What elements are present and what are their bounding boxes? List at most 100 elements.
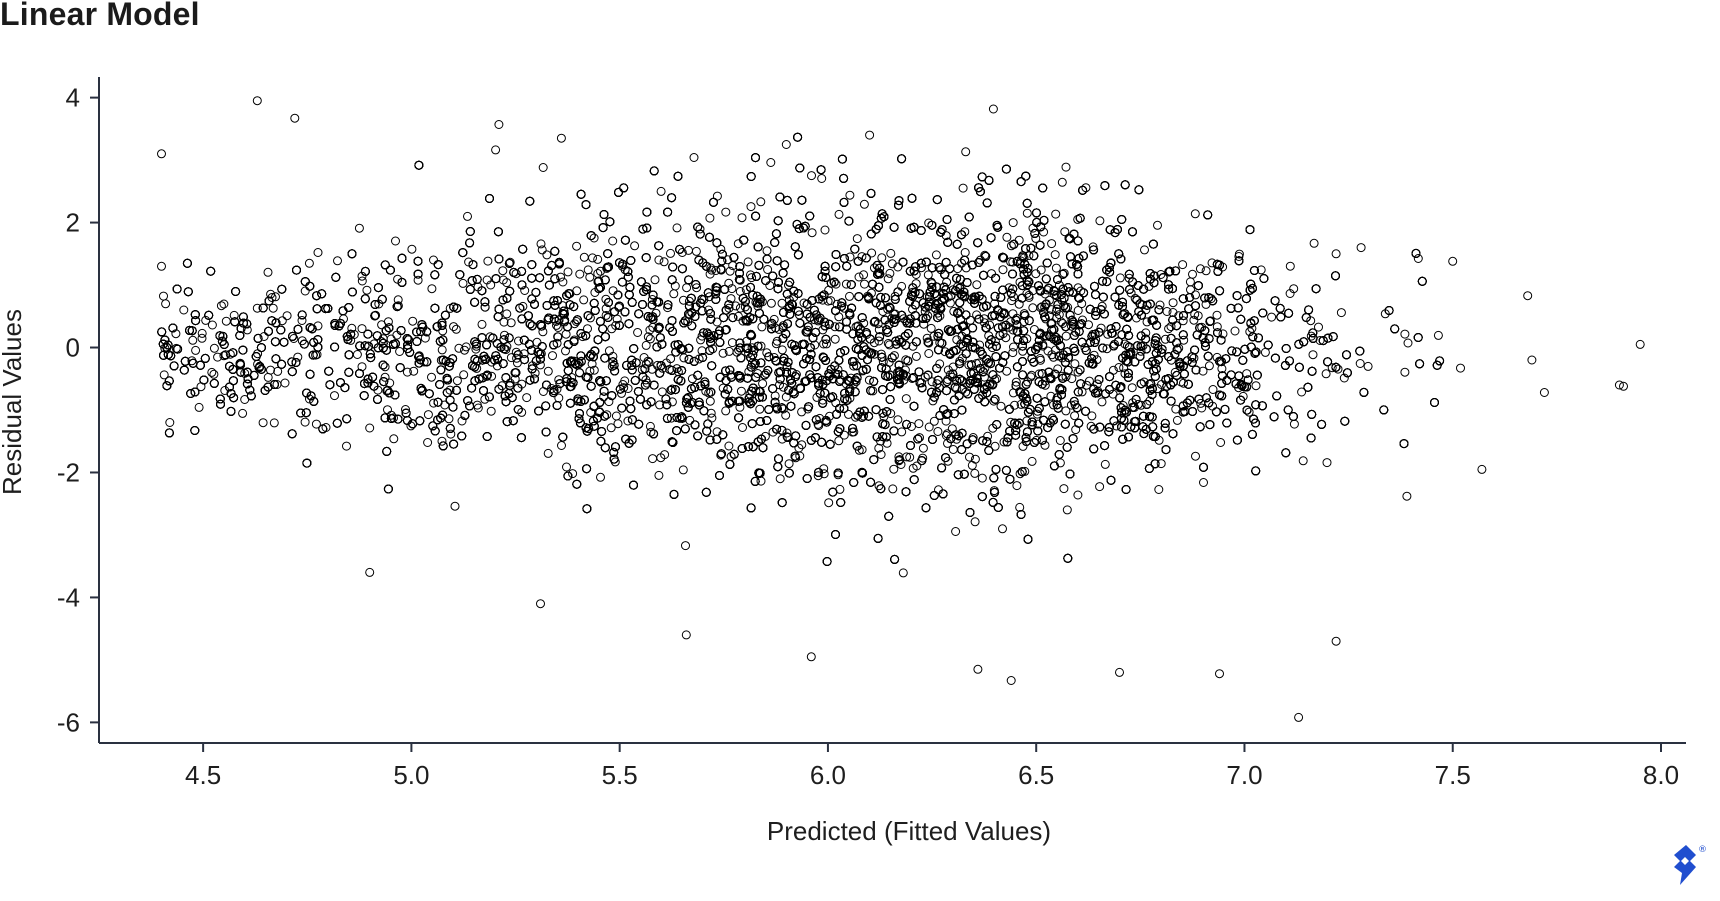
data-point: [795, 451, 805, 461]
data-point: [450, 501, 460, 511]
data-point: [874, 325, 884, 335]
data-point: [762, 246, 772, 256]
data-point: [514, 336, 523, 346]
data-point: [1433, 330, 1443, 340]
data-point: [849, 361, 859, 371]
data-point: [571, 317, 581, 326]
data-point: [1289, 419, 1299, 429]
data-point: [979, 314, 989, 324]
data-point: [1012, 481, 1022, 491]
data-point: [679, 353, 689, 363]
data-point: [391, 236, 400, 246]
data-point: [1073, 367, 1083, 377]
data-point: [724, 303, 734, 313]
data-point: [819, 469, 829, 479]
data-point: [677, 248, 687, 257]
data-point: [491, 145, 501, 155]
data-point: [751, 297, 761, 307]
data-point: [960, 227, 970, 237]
data-point: [1336, 308, 1346, 318]
data-point: [922, 333, 932, 343]
data-point: [1208, 385, 1218, 394]
data-point: [585, 272, 595, 282]
data-point: [1055, 436, 1065, 445]
data-point: [347, 323, 357, 333]
data-point: [213, 352, 223, 362]
data-point: [277, 316, 287, 326]
data-point: [583, 265, 593, 275]
data-point: [477, 319, 487, 329]
data-point: [740, 302, 750, 312]
data-point: [766, 158, 776, 167]
data-point: [867, 248, 877, 258]
data-point: [1056, 317, 1066, 327]
data-point: [219, 351, 229, 361]
data-point: [807, 171, 816, 181]
data-point: [1260, 347, 1270, 357]
data-point: [1314, 322, 1323, 332]
data-point: [1095, 482, 1105, 492]
data-point: [645, 421, 655, 431]
data-point: [647, 295, 657, 304]
data-point: [782, 432, 792, 442]
data-point: [497, 381, 507, 391]
data-point: [1179, 378, 1188, 388]
data-point: [633, 328, 643, 337]
data-point: [451, 324, 461, 334]
data-point: [420, 333, 430, 343]
data-point: [874, 336, 884, 346]
data-point: [777, 298, 787, 308]
data-point: [735, 275, 745, 285]
data-point: [824, 498, 834, 508]
data-point: [1333, 364, 1343, 374]
data-point: [685, 415, 695, 425]
data-point: [437, 345, 447, 355]
data-point: [1031, 269, 1041, 279]
data-point: [1070, 400, 1080, 410]
data-point: [845, 252, 855, 262]
data-point: [352, 350, 362, 359]
data-point: [380, 362, 390, 372]
data-point: [282, 311, 292, 321]
data-point: [1022, 416, 1032, 426]
data-point: [197, 333, 207, 343]
data-point: [927, 377, 937, 387]
data-point: [510, 374, 520, 384]
data-point: [383, 405, 392, 415]
data-point: [908, 304, 917, 314]
data-point: [1120, 339, 1130, 349]
data-point: [1007, 296, 1017, 306]
data-point: [1403, 338, 1413, 348]
data-point: [955, 356, 965, 366]
data-point: [890, 309, 900, 319]
data-point: [1212, 310, 1222, 320]
data-point: [666, 413, 676, 423]
data-point: [712, 317, 722, 327]
data-point: [889, 464, 899, 474]
data-point: [1111, 421, 1121, 431]
data-point: [159, 291, 168, 301]
data-point: [620, 265, 630, 275]
data-point: [672, 223, 682, 233]
data-point: [300, 417, 310, 427]
data-point: [691, 246, 701, 256]
data-point: [725, 266, 735, 276]
data-point: [657, 387, 667, 397]
data-point: [563, 267, 573, 277]
data-point: [593, 254, 603, 264]
data-point: [407, 244, 417, 254]
data-point: [817, 174, 827, 183]
data-point: [970, 517, 980, 527]
data-point: [967, 460, 977, 470]
data-point: [1020, 466, 1030, 476]
data-point: [1047, 305, 1056, 315]
data-point: [685, 310, 695, 320]
data-point: [1015, 469, 1025, 479]
data-point: [1081, 183, 1091, 193]
data-point: [1297, 387, 1307, 397]
data-point: [221, 316, 231, 326]
data-point: [1153, 220, 1162, 230]
data-point: [437, 436, 447, 446]
data-point: [1059, 484, 1069, 494]
